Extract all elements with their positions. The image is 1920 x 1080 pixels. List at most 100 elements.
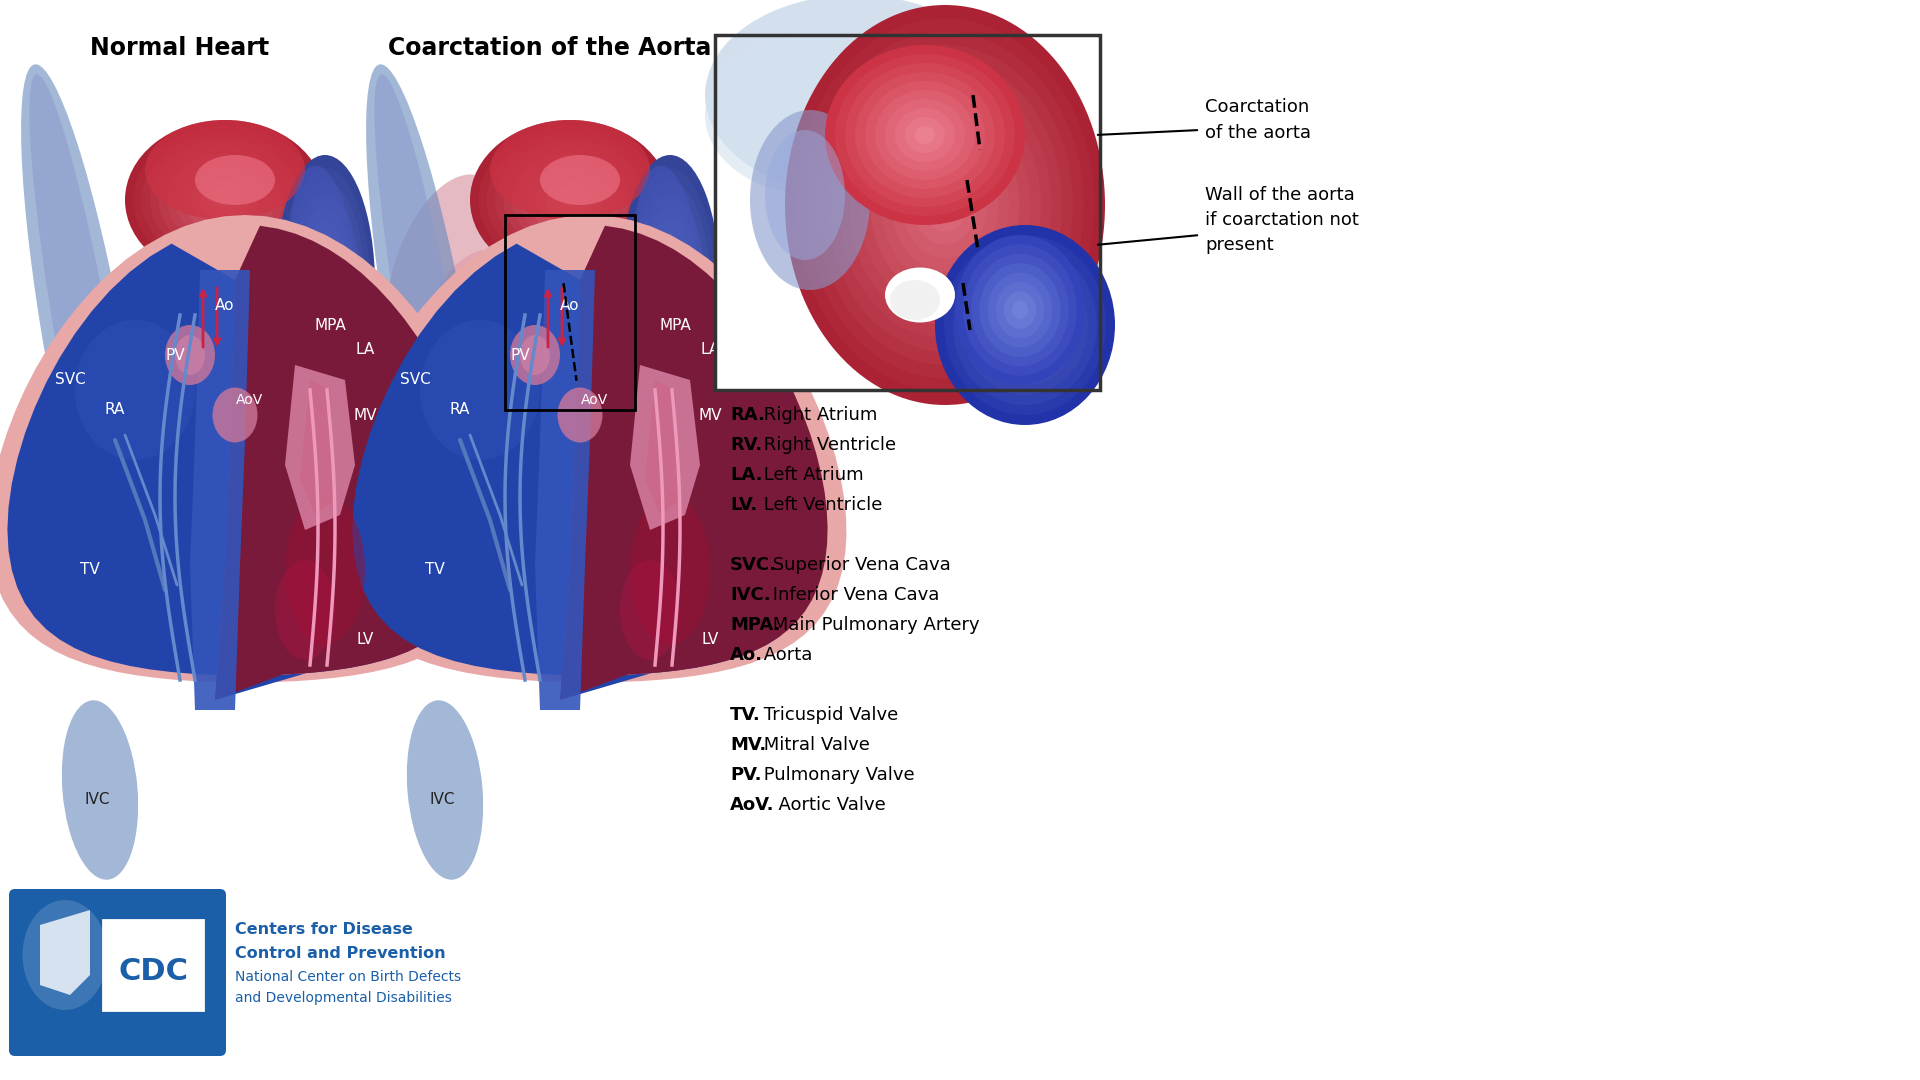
Polygon shape (561, 226, 828, 700)
Text: Left Ventricle: Left Ventricle (758, 496, 883, 514)
Text: AoV: AoV (582, 393, 609, 407)
Ellipse shape (146, 120, 305, 220)
Bar (104, 920, 204, 1010)
Ellipse shape (1004, 292, 1037, 328)
FancyBboxPatch shape (10, 889, 227, 1056)
Ellipse shape (284, 495, 365, 645)
Text: Mitral Valve: Mitral Valve (758, 735, 870, 754)
Bar (714, 35, 1100, 390)
Ellipse shape (795, 18, 1094, 392)
Ellipse shape (964, 244, 1077, 376)
Ellipse shape (620, 561, 680, 660)
Text: Main Pulmonary Artery: Main Pulmonary Artery (766, 616, 979, 634)
Text: National Center on Birth Defects: National Center on Birth Defects (234, 970, 461, 984)
Ellipse shape (835, 54, 1016, 216)
Ellipse shape (175, 160, 275, 240)
Ellipse shape (200, 180, 250, 220)
Ellipse shape (902, 151, 987, 258)
Ellipse shape (979, 275, 1069, 375)
Ellipse shape (213, 388, 257, 443)
Text: IVC.: IVC. (730, 586, 770, 604)
Text: MPA.: MPA. (730, 616, 781, 634)
Text: Tricuspid Valve: Tricuspid Valve (758, 706, 899, 724)
Ellipse shape (826, 45, 1025, 225)
Text: IVC: IVC (430, 793, 455, 808)
Text: Pulmonary Valve: Pulmonary Valve (758, 766, 914, 784)
Polygon shape (8, 244, 438, 700)
Ellipse shape (470, 120, 670, 280)
Ellipse shape (854, 72, 995, 198)
Ellipse shape (876, 90, 975, 180)
Ellipse shape (866, 81, 985, 189)
Ellipse shape (849, 85, 1041, 325)
Text: MV: MV (353, 407, 376, 422)
Text: Ao: Ao (561, 297, 580, 312)
Polygon shape (334, 215, 847, 683)
Text: Ao.: Ao. (730, 646, 762, 664)
Ellipse shape (962, 255, 1089, 395)
Ellipse shape (557, 388, 603, 443)
Text: Inferior Vena Cava: Inferior Vena Cava (766, 586, 939, 604)
Ellipse shape (764, 130, 845, 260)
Ellipse shape (23, 900, 108, 1010)
Polygon shape (645, 380, 680, 515)
Ellipse shape (785, 5, 1106, 405)
Text: LV: LV (701, 633, 718, 648)
Ellipse shape (167, 153, 284, 246)
Text: AoV.: AoV. (730, 796, 774, 814)
Ellipse shape (904, 117, 945, 153)
Ellipse shape (630, 495, 710, 645)
Ellipse shape (288, 165, 361, 405)
Ellipse shape (175, 335, 205, 375)
Text: LA: LA (355, 342, 374, 357)
Text: Right Atrium: Right Atrium (758, 406, 877, 424)
Ellipse shape (374, 75, 486, 625)
Text: Coarctation of the Aorta: Coarctation of the Aorta (388, 36, 712, 60)
Ellipse shape (545, 180, 595, 220)
Text: LV.: LV. (730, 496, 756, 514)
Ellipse shape (996, 282, 1044, 338)
Ellipse shape (296, 207, 355, 363)
Ellipse shape (538, 173, 603, 227)
Ellipse shape (478, 126, 662, 273)
Text: TV: TV (424, 563, 445, 578)
Ellipse shape (29, 75, 140, 625)
Text: MPA: MPA (315, 318, 346, 333)
Ellipse shape (620, 156, 720, 415)
Ellipse shape (626, 168, 714, 402)
Text: RV.: RV. (730, 436, 762, 454)
Ellipse shape (275, 561, 334, 660)
Text: CDC: CDC (117, 958, 188, 986)
Ellipse shape (407, 700, 484, 880)
Ellipse shape (417, 249, 513, 390)
Ellipse shape (972, 254, 1069, 366)
Ellipse shape (634, 165, 707, 405)
Ellipse shape (511, 325, 561, 384)
Text: LA.: LA. (730, 465, 762, 484)
Ellipse shape (945, 235, 1106, 415)
Ellipse shape (275, 156, 374, 415)
Text: and Developmental Disabilities: and Developmental Disabilities (234, 991, 451, 1005)
Ellipse shape (845, 63, 1004, 207)
Ellipse shape (935, 225, 1116, 426)
Text: Normal Heart: Normal Heart (90, 36, 269, 60)
Polygon shape (300, 380, 334, 515)
Ellipse shape (954, 235, 1085, 384)
Text: Aortic Valve: Aortic Valve (766, 796, 885, 814)
Text: Superior Vena Cava: Superior Vena Cava (766, 556, 950, 573)
Text: TV: TV (81, 563, 100, 578)
Text: MV.: MV. (730, 735, 766, 754)
Text: SVC.: SVC. (730, 556, 778, 573)
Ellipse shape (1006, 305, 1043, 345)
Text: PV: PV (511, 348, 530, 363)
Text: MV: MV (699, 407, 722, 422)
Polygon shape (284, 365, 355, 530)
Ellipse shape (284, 181, 365, 389)
Ellipse shape (636, 194, 705, 376)
Ellipse shape (751, 110, 870, 291)
Ellipse shape (142, 133, 309, 267)
Polygon shape (353, 244, 781, 700)
Ellipse shape (935, 191, 956, 218)
Ellipse shape (645, 220, 695, 350)
Ellipse shape (630, 181, 710, 389)
